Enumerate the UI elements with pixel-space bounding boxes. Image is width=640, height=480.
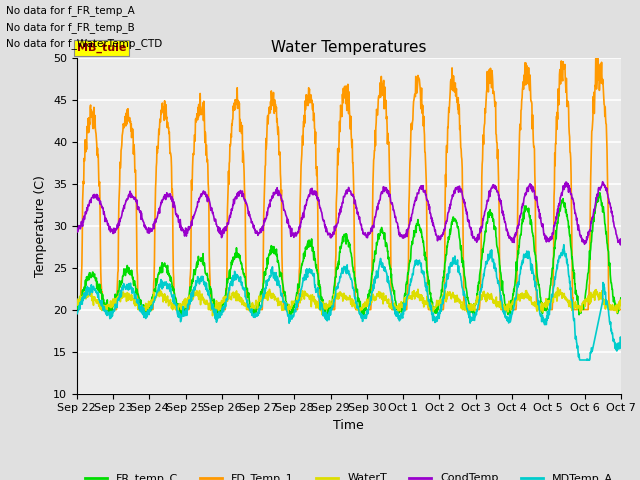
Text: No data for f_WaterTemp_CTD: No data for f_WaterTemp_CTD: [6, 38, 163, 49]
X-axis label: Time: Time: [333, 419, 364, 432]
Text: No data for f_FR_temp_B: No data for f_FR_temp_B: [6, 22, 135, 33]
Text: MB_tule: MB_tule: [77, 43, 126, 53]
Y-axis label: Temperature (C): Temperature (C): [35, 175, 47, 276]
Title: Water Temperatures: Water Temperatures: [271, 40, 426, 55]
Text: No data for f_FR_temp_A: No data for f_FR_temp_A: [6, 5, 135, 16]
Legend: FR_temp_C, FD_Temp_1, WaterT, CondTemp, MDTemp_A: FR_temp_C, FD_Temp_1, WaterT, CondTemp, …: [80, 469, 618, 480]
